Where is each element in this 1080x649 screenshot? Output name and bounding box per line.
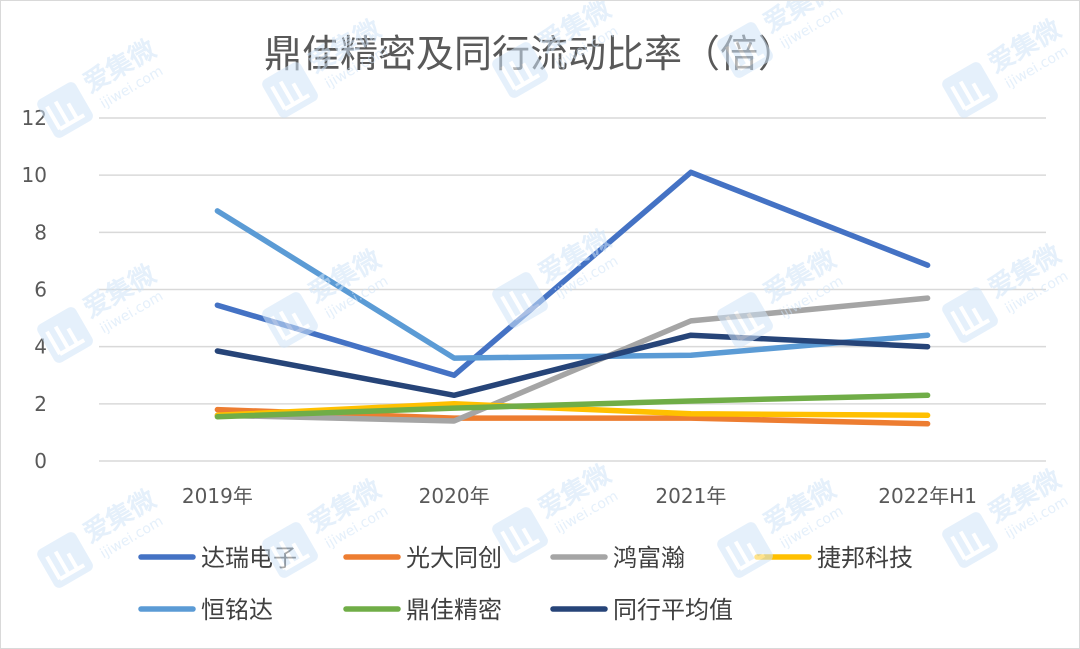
x-tick-label: 2022年H1 — [878, 484, 977, 508]
watermark-logo-icon — [942, 62, 998, 118]
watermark-logo-mark — [500, 525, 541, 556]
watermark-logo-icon — [262, 292, 318, 348]
watermark-logo-mark — [725, 40, 766, 71]
legend-label: 光大同创 — [406, 544, 502, 572]
y-tick-label: 6 — [34, 278, 47, 302]
x-axis-ticks: 2019年 2020年 2021年 2022年H1 — [182, 484, 977, 508]
legend-label: 恒铭达 — [201, 596, 273, 624]
x-tick-label: 2021年 — [655, 484, 726, 508]
watermark-logo-mark — [270, 310, 311, 341]
series-line-7 — [214, 332, 931, 399]
watermark-logo-mark — [725, 310, 766, 341]
series-line-4 — [214, 401, 931, 419]
watermark-logo-icon — [492, 42, 548, 98]
legend-item: 鼎佳精密 — [343, 596, 502, 624]
watermark-logo-icon — [717, 22, 773, 78]
legend-label: 鸿富瀚 — [613, 544, 685, 572]
watermark-logo-icon — [37, 82, 93, 138]
watermark-logo-mark — [45, 100, 86, 131]
legend-item: 鸿富瀚 — [550, 544, 685, 572]
watermark-logo-icon — [262, 522, 318, 578]
watermark-logo-icon — [942, 287, 998, 343]
watermark-logo-icon — [37, 532, 93, 588]
watermark-logo-mark — [950, 305, 991, 336]
legend-item: 光大同创 — [343, 544, 502, 572]
watermark-logo-icon — [492, 507, 548, 563]
series-line-1 — [214, 169, 931, 379]
series-line-6 — [214, 392, 931, 420]
watermark-logo-icon — [717, 292, 773, 348]
watermark-logo-icon — [942, 512, 998, 568]
series-lines — [214, 169, 931, 427]
legend-label: 捷邦科技 — [817, 544, 913, 572]
x-tick-label: 2019年 — [182, 484, 253, 508]
watermark-logo-mark — [950, 530, 991, 561]
y-tick-label: 8 — [34, 220, 47, 244]
watermark-logo-mark — [500, 60, 541, 91]
watermark-logo-icon — [717, 522, 773, 578]
legend-item: 同行平均值 — [550, 596, 733, 624]
legend-item: 捷邦科技 — [754, 544, 913, 572]
watermark-logo-icon — [262, 62, 318, 118]
watermark-logo-mark — [270, 540, 311, 571]
legend-label: 鼎佳精密 — [406, 596, 502, 624]
watermark-logo-icon — [37, 307, 93, 363]
legend-item: 恒铭达 — [138, 596, 273, 624]
y-tick-label: 10 — [22, 163, 47, 187]
series-line-5 — [214, 208, 931, 361]
watermark-logo-mark — [725, 540, 766, 571]
watermark-logo-mark — [270, 80, 311, 111]
watermark-logo-mark — [45, 325, 86, 356]
y-tick-label: 0 — [34, 449, 47, 473]
watermark-logo-icon — [492, 272, 548, 328]
legend-label: 同行平均值 — [613, 596, 733, 624]
watermark-logo-mark — [45, 550, 86, 581]
series-line-3 — [214, 295, 931, 424]
watermark-logo-mark — [500, 290, 541, 321]
x-tick-label: 2020年 — [419, 484, 490, 508]
y-tick-label: 2 — [34, 392, 47, 416]
watermark-logo-mark — [950, 80, 991, 111]
